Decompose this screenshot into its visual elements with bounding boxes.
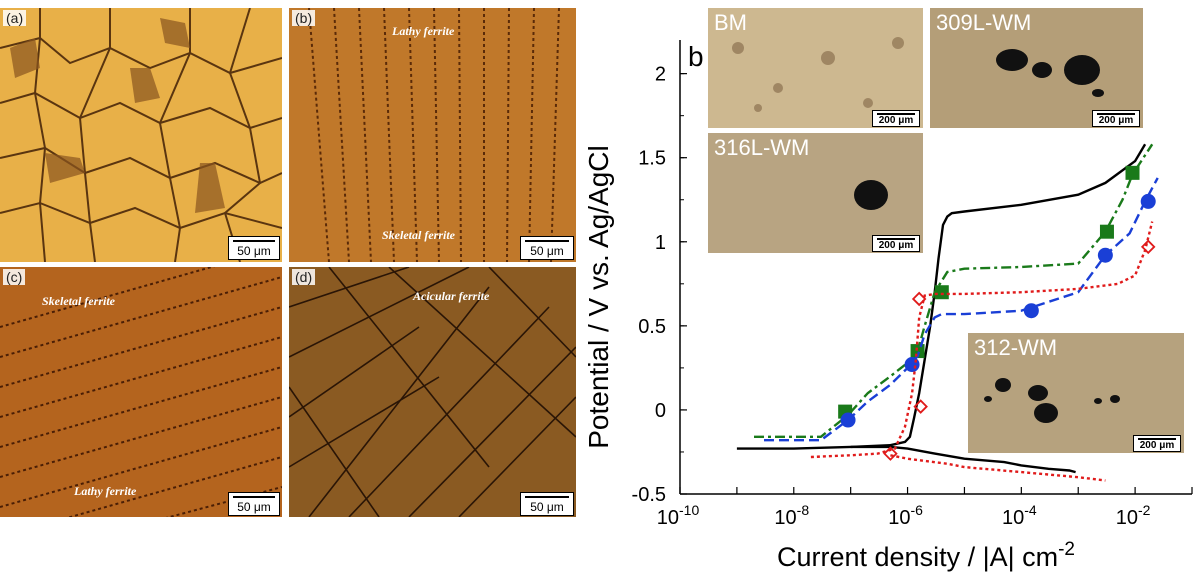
scale-bar bbox=[233, 240, 275, 242]
micrograph-a-image bbox=[0, 8, 282, 262]
micrograph-d-scale: 50 μm bbox=[520, 492, 574, 516]
marker-circle bbox=[840, 412, 856, 428]
micrograph-b-label: (b) bbox=[292, 10, 316, 26]
scale-bar bbox=[1097, 113, 1135, 115]
micrograph-c: (c) Skeletal ferrite Lathy ferrite 50 μm bbox=[0, 267, 282, 517]
series-line bbox=[890, 454, 1106, 482]
scale-bar bbox=[525, 496, 569, 498]
inset-bm-label: BM bbox=[714, 10, 747, 35]
marker-diamond bbox=[911, 291, 927, 307]
y-tick-label: 1.5 bbox=[638, 148, 666, 170]
micrograph-b: (b) Lathy ferrite Skeletal ferrite 50 μm bbox=[289, 8, 576, 262]
annotation-acicular-ferrite: Acicular ferrite bbox=[413, 289, 490, 303]
marker-square bbox=[1125, 165, 1140, 180]
x-tick-label: 10-8 bbox=[774, 502, 809, 529]
micrograph-d: (d) Acicular ferrite 50 μm bbox=[289, 267, 576, 517]
marker-circle bbox=[1140, 193, 1156, 209]
micrograph-c-image bbox=[0, 267, 282, 517]
annotation-skeletal-ferrite: Skeletal ferrite bbox=[42, 294, 115, 308]
inset-312-wm-image bbox=[968, 333, 1184, 453]
inset-bm-scale: 200 μm bbox=[872, 110, 920, 127]
annotation-lathy-ferrite: Lathy ferrite bbox=[392, 24, 455, 38]
y-axis-label: Potential / V vs. Ag/AgCl bbox=[583, 145, 614, 449]
micrograph-d-label: (d) bbox=[292, 269, 316, 285]
x-tick-label: 10-6 bbox=[888, 502, 923, 529]
series-layer bbox=[736, 143, 1159, 482]
scale-bar bbox=[877, 238, 915, 240]
marker-diamond bbox=[1140, 239, 1156, 255]
scale-bar bbox=[877, 113, 915, 115]
scale-bar bbox=[233, 496, 275, 498]
inset-312-wm-label: 312-WM bbox=[974, 335, 1058, 360]
y-tick-label: -0.5 bbox=[632, 484, 666, 506]
annotation-lathy-ferrite: Lathy ferrite bbox=[74, 484, 137, 498]
series-line bbox=[764, 177, 1159, 442]
series-line bbox=[850, 445, 1076, 474]
scale-text: 50 μm bbox=[237, 500, 271, 514]
marker-square bbox=[1099, 224, 1114, 239]
axes-layer: -0.5 0 0.5 1 1.5 2 10-10 10-8 10-6 10-4 10-2 Curren… bbox=[583, 40, 1193, 572]
x-axis-label: Current density / |A| cm-2 bbox=[777, 539, 1075, 572]
x-tick-label: 10-2 bbox=[1116, 502, 1151, 529]
x-tick-label: 10-4 bbox=[1002, 502, 1037, 529]
marker-circle bbox=[1097, 247, 1113, 263]
marker-diamond bbox=[913, 399, 928, 414]
scale-text: 50 μm bbox=[530, 244, 564, 258]
micrograph-c-label: (c) bbox=[3, 269, 26, 285]
y-tick-label: 2 bbox=[655, 64, 666, 86]
annotation-skeletal-ferrite: Skeletal ferrite bbox=[382, 228, 455, 242]
micrograph-d-image bbox=[289, 267, 576, 517]
series-line bbox=[754, 143, 1154, 438]
inset-316l-wm-scale: 200 μm bbox=[872, 235, 920, 252]
inset-316l-wm: 316L-WM 200 μm bbox=[708, 133, 923, 253]
inset-bm-image bbox=[708, 8, 923, 128]
micrograph-c-scale: 50 μm bbox=[228, 492, 280, 516]
inset-309l-wm: 309L-WM 200 μm bbox=[930, 8, 1143, 128]
series-line bbox=[810, 221, 1154, 459]
polarization-chart: -0.5 0 0.5 1 1.5 2 10-10 10-8 10-6 10-4 10-2 Curren… bbox=[583, 40, 1193, 572]
y-tick-label: 0.5 bbox=[638, 316, 666, 338]
marker-circle bbox=[904, 357, 920, 373]
inset-316l-wm-label: 316L-WM bbox=[714, 135, 810, 160]
inset-312-wm-scale: 200 μm bbox=[1133, 435, 1181, 452]
y-tick-label: 1 bbox=[655, 232, 666, 254]
micrograph-a-scale: 50 μm bbox=[228, 236, 280, 260]
scale-text: 200 μm bbox=[1139, 440, 1175, 451]
marker-square bbox=[934, 285, 949, 300]
inset-bm: BM 200 μm bbox=[708, 8, 923, 128]
y-tick-label: 0 bbox=[655, 400, 666, 422]
inset-309l-wm-label: 309L-WM bbox=[936, 10, 1032, 35]
marker-circle bbox=[1023, 303, 1039, 319]
scale-text: 200 μm bbox=[1098, 115, 1134, 126]
micrograph-b-image bbox=[289, 8, 576, 262]
scale-text: 50 μm bbox=[237, 244, 271, 258]
inset-309l-wm-scale: 200 μm bbox=[1092, 110, 1140, 127]
scale-bar bbox=[525, 240, 569, 242]
inset-316l-wm-image bbox=[708, 133, 923, 253]
inset-312-wm: 312-WM 200 μm bbox=[968, 333, 1184, 453]
scale-text: 200 μm bbox=[878, 240, 914, 251]
panel-label-b: b bbox=[688, 41, 704, 72]
micrograph-a-label: (a) bbox=[3, 10, 27, 26]
marker-square bbox=[910, 344, 925, 359]
scale-text: 200 μm bbox=[878, 115, 914, 126]
marker-diamond bbox=[883, 446, 898, 461]
micrograph-a: (a) 50 μm bbox=[0, 8, 282, 262]
x-tick-label: 10-10 bbox=[657, 502, 700, 529]
scale-bar bbox=[1138, 438, 1176, 440]
scale-text: 50 μm bbox=[530, 500, 564, 514]
micrograph-b-scale: 50 μm bbox=[520, 236, 574, 260]
inset-309l-wm-image bbox=[930, 8, 1143, 128]
